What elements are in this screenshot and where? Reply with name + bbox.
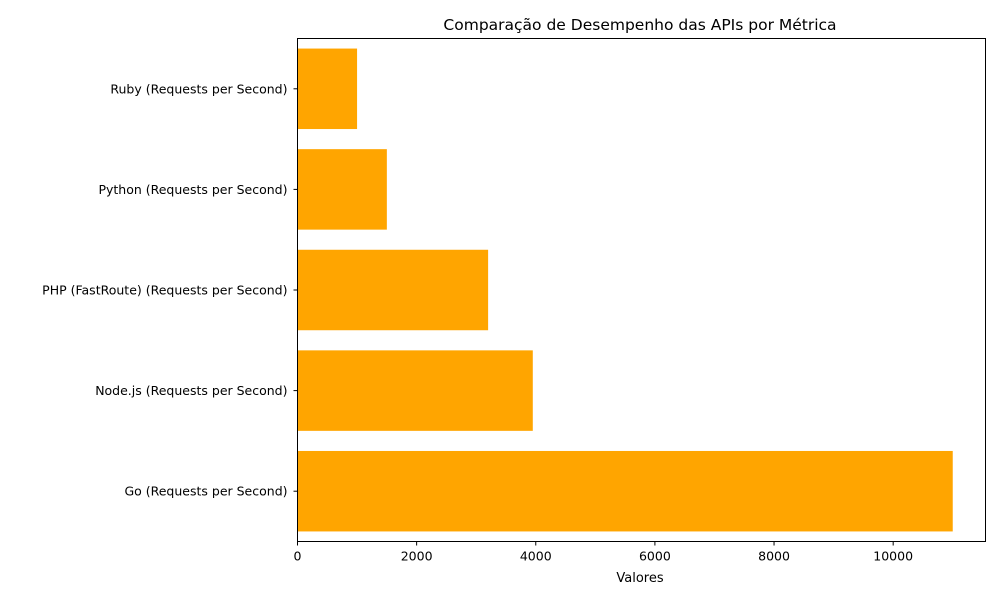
x-axis-ticks: 0 2000 4000 6000 8000 10000 [294, 541, 913, 564]
x-axis-label: Valores [616, 571, 663, 586]
bars-group [297, 48, 953, 532]
y-axis-ticks: Ruby (Requests per Second) Python (Reques… [42, 81, 298, 499]
chart-title: Comparação de Desempenho das APIs por Mé… [443, 16, 836, 34]
bar-3 [297, 350, 533, 431]
y-tick-label-1: Python (Requests per Second) [98, 182, 287, 197]
y-tick-label-0: Ruby (Requests per Second) [110, 81, 287, 96]
plot-frame [297, 38, 986, 542]
x-tick-label-1: 2000 [401, 549, 433, 564]
x-tick-label-0: 0 [294, 549, 302, 564]
x-tick-label-3: 6000 [639, 549, 671, 564]
y-tick-label-4: Go (Requests per Second) [124, 484, 287, 499]
x-tick-label-5: 10000 [873, 549, 913, 564]
bar-4 [297, 450, 953, 532]
y-tick-label-2: PHP (FastRoute) (Requests per Second) [42, 283, 287, 298]
x-tick-label-2: 4000 [520, 549, 552, 564]
x-tick-label-4: 8000 [758, 549, 790, 564]
y-tick-label-3: Node.js (Requests per Second) [95, 383, 287, 398]
bar-0 [297, 48, 358, 130]
bar-2 [297, 249, 489, 331]
bar-1 [297, 149, 387, 230]
